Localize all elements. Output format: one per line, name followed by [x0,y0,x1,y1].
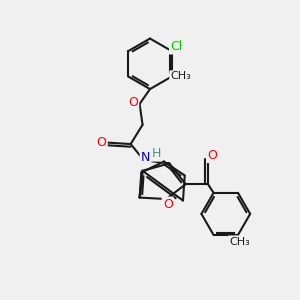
Text: CH₃: CH₃ [170,71,191,81]
Text: O: O [163,198,173,211]
Text: H: H [152,147,161,161]
Text: O: O [97,136,106,149]
Text: O: O [208,149,218,162]
Text: Cl: Cl [170,40,182,53]
Text: N: N [141,151,150,164]
Text: CH₃: CH₃ [229,236,250,247]
Text: O: O [128,96,138,109]
